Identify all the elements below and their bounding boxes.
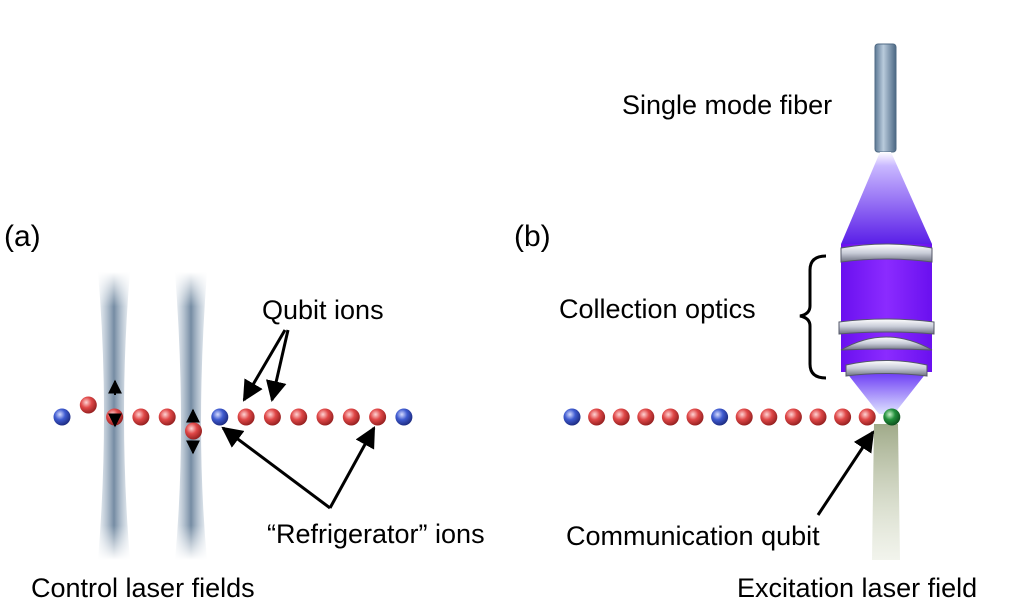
collection-lenses (838, 243, 935, 377)
refrigerator-ion (711, 408, 729, 426)
panel-b: (b) Single mode fiber Collection optics … (514, 43, 977, 603)
qubit-ion (290, 408, 308, 426)
qubit-ion (369, 408, 387, 426)
control-laser-beam-2 (172, 272, 210, 560)
qubit-ion (834, 408, 852, 426)
qubit-ion (784, 408, 802, 426)
qubit-ion (661, 408, 679, 426)
single-mode-fiber (874, 43, 897, 153)
refrigerator-ions-label: “Refrigerator” ions (267, 519, 485, 549)
excitation-laser-label: Excitation laser field (737, 573, 977, 603)
excitation-laser-beam (872, 424, 900, 560)
refrigerator-ion (395, 408, 413, 426)
qubit-ion (637, 408, 655, 426)
qubit-ion (809, 408, 827, 426)
qubit-ion (263, 408, 281, 426)
collection-light (841, 152, 932, 414)
fiber-label: Single mode fiber (622, 90, 832, 120)
control-laser-label: Control laser fields (31, 573, 255, 603)
refrigerator-ion (563, 408, 581, 426)
refrigerator-ions-arrows (221, 426, 376, 510)
panel-b-label: (b) (514, 220, 551, 253)
qubit-ion (158, 408, 176, 426)
qubit-ion (760, 408, 778, 426)
qubit-ion (132, 408, 150, 426)
refrigerator-ion (53, 408, 71, 426)
qubit-ion (735, 408, 753, 426)
collection-optics-bracket (799, 254, 827, 380)
ion-chain-a (53, 396, 413, 440)
qubit-ion (342, 408, 360, 426)
communication-qubit-arrow (816, 430, 875, 516)
refrigerator-ion (211, 408, 229, 426)
qubit-ion (686, 408, 704, 426)
communication-ion (883, 408, 901, 426)
qubit-ion (588, 408, 606, 426)
collection-optics-label: Collection optics (559, 294, 756, 324)
qubit-ions-label: Qubit ions (262, 295, 384, 325)
qubit-ion (612, 408, 630, 426)
qubit-ions-arrows (242, 329, 290, 403)
panel-a: (a) Qubit ions “Refrige (4, 220, 485, 603)
qubit-ion (858, 408, 876, 426)
ion-chain-b (563, 408, 901, 426)
qubit-ion (237, 408, 255, 426)
qubit-ion (185, 422, 202, 440)
panel-a-label: (a) (4, 220, 41, 253)
qubit-ion (316, 408, 334, 426)
qubit-ion (79, 396, 97, 414)
communication-qubit-label: Communication qubit (566, 521, 820, 551)
